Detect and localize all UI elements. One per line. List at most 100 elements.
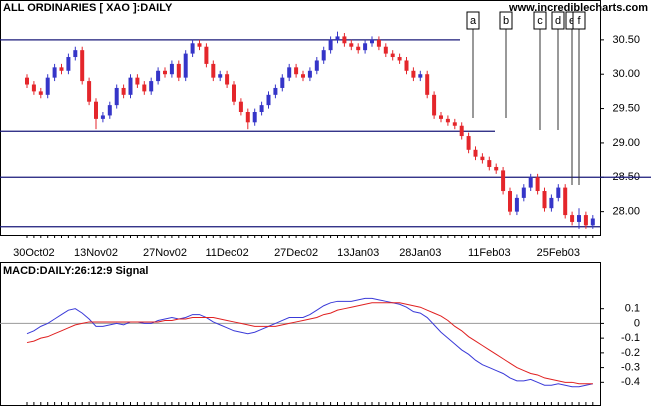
- y-tick-label: 30.50: [612, 34, 640, 46]
- candle-body: [439, 115, 443, 119]
- candle-body: [570, 215, 575, 222]
- candle-body: [294, 67, 299, 75]
- candle-body: [528, 177, 533, 188]
- candle-body: [66, 57, 71, 71]
- candle-body: [307, 70, 312, 78]
- candle-body: [418, 74, 423, 78]
- macd-frame: [0, 262, 601, 406]
- candle-body: [459, 125, 464, 137]
- candle-body: [107, 105, 112, 116]
- candle-body: [466, 136, 471, 150]
- candle-body: [245, 112, 250, 123]
- x-tick-label: 11Feb03: [468, 247, 511, 259]
- candle-body: [31, 84, 36, 92]
- candle-body: [232, 84, 236, 102]
- candle-body: [280, 77, 285, 88]
- candle-body: [149, 81, 154, 92]
- candle-body: [328, 39, 333, 51]
- candle-body: [363, 43, 368, 51]
- x-tick-label: 13Jan03: [337, 247, 379, 259]
- annotation-label: a: [470, 15, 477, 27]
- candle-body: [121, 87, 126, 95]
- y-tick-label: 29.50: [612, 102, 640, 114]
- y-tick-label: 29.00: [612, 137, 640, 149]
- candle-body: [252, 112, 257, 123]
- candle-body: [349, 43, 354, 47]
- candle-body: [273, 87, 278, 95]
- candle-body: [487, 160, 492, 167]
- candle-body: [335, 36, 340, 40]
- candle-body: [197, 43, 202, 47]
- candle-body: [563, 187, 568, 216]
- y-tick-label: 0: [634, 317, 640, 329]
- candle-body: [100, 115, 105, 119]
- candle-body: [266, 94, 271, 106]
- candle-body: [314, 60, 319, 71]
- candle-body: [521, 187, 526, 198]
- candle-body: [87, 81, 92, 102]
- candle-body: [425, 74, 430, 95]
- candle-body: [114, 87, 119, 106]
- macd-line: [26, 302, 593, 385]
- candle-body: [473, 149, 478, 157]
- x-tick-label: 11Dec02: [205, 247, 248, 259]
- candle-body: [301, 74, 305, 78]
- candle-body: [542, 191, 547, 209]
- candle-body: [142, 84, 147, 92]
- annotation-box: [572, 11, 586, 30]
- macd-line: [26, 297, 593, 388]
- candle-body: [452, 122, 457, 126]
- x-tick-label: 28Jan03: [399, 247, 441, 259]
- candle-body: [135, 77, 140, 85]
- annotation-label: b: [503, 15, 509, 27]
- candle-body: [445, 118, 450, 123]
- x-tick-label: 25Feb03: [537, 247, 580, 259]
- y-tick-label: -0.4: [621, 376, 640, 388]
- watermark: www.incrediblecharts.com: [508, 2, 648, 14]
- x-tick-label: 27Nov02: [143, 247, 187, 259]
- candle-body: [376, 39, 381, 47]
- annotation-label: f: [577, 15, 581, 27]
- candle-body: [25, 77, 29, 85]
- y-tick-label: 28.00: [612, 206, 640, 218]
- candle-body: [577, 215, 581, 222]
- candle-body: [52, 67, 57, 78]
- x-tick-label: 30Oct02: [13, 247, 55, 259]
- annotation-label: d: [555, 15, 561, 27]
- candle-body: [370, 39, 374, 44]
- candle-body: [583, 215, 588, 226]
- candle-body: [169, 63, 174, 75]
- candle-body: [259, 105, 264, 113]
- price-frame: [0, 0, 601, 236]
- candle-body: [556, 187, 561, 198]
- candle-body: [397, 57, 402, 61]
- candle-body: [501, 170, 506, 192]
- candle-body: [80, 50, 85, 82]
- candle-body: [508, 191, 512, 212]
- candle-body: [218, 74, 223, 78]
- candle-body: [211, 63, 216, 78]
- annotation-box: [499, 11, 513, 30]
- candle-body: [287, 67, 292, 78]
- candle-body: [432, 94, 437, 116]
- y-tick-label: -0.3: [621, 361, 640, 373]
- annotation-box: [466, 11, 480, 30]
- candle-body: [38, 91, 43, 95]
- y-tick-label: -0.1: [621, 332, 640, 344]
- candle-body: [535, 177, 540, 192]
- candle-body: [390, 53, 395, 58]
- annotation-box: [551, 11, 565, 30]
- candle-body: [190, 43, 195, 54]
- candle-body: [183, 53, 188, 78]
- y-tick-label: -0.2: [621, 347, 640, 359]
- candle-body: [238, 101, 243, 113]
- y-tick-label: 0.1: [625, 303, 640, 315]
- candle-body: [590, 218, 595, 226]
- candle-body: [480, 156, 485, 161]
- annotation-box: [533, 11, 547, 30]
- candle-body: [225, 74, 230, 85]
- candle-body: [549, 197, 554, 209]
- y-tick-label: 30.00: [612, 68, 640, 80]
- candle-body: [404, 60, 409, 71]
- chart-title: ALL ORDINARIES [ XAO ]:DAILY: [3, 2, 173, 14]
